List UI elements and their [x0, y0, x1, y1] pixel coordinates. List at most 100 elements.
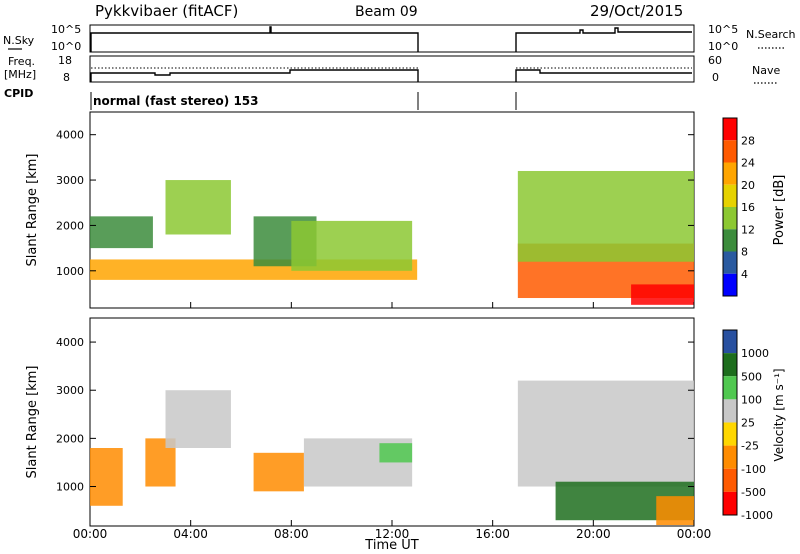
nave-label: Nave	[752, 64, 780, 77]
freq-tick-right-bottom: 0	[712, 71, 719, 84]
power-ylabel: Slant Range [km]	[25, 154, 40, 267]
velocity-colorbar-tick: -1000	[741, 509, 773, 522]
nsky-label: N.Sky	[3, 34, 35, 47]
velocity-regions	[90, 380, 694, 526]
noise-tick-right-top: 10^5	[708, 23, 738, 36]
velocity-colorbar-swatch	[723, 330, 737, 354]
power-region	[631, 284, 694, 305]
freq-panel: Freq. [MHz] 18 8 60 0 Nave CPID normal (…	[4, 54, 780, 110]
velocity-colorbar-label: Velocity [m s⁻¹]	[772, 368, 786, 461]
power-colorbar-tick: 12	[741, 223, 755, 236]
velocity-panel: 1000 2000 3000 4000 Slant Range [km]	[25, 317, 695, 527]
velocity-colorbar-swatch	[723, 376, 737, 400]
power-ytick-label: 1000	[56, 265, 84, 278]
power-regions	[90, 170, 694, 305]
power-yticks: 1000 2000 3000 4000	[56, 129, 694, 278]
freq-tick-left-bottom: 8	[63, 71, 70, 84]
velocity-colorbar-swatch	[723, 468, 737, 492]
cpid-text: normal (fast stereo) 153	[93, 94, 259, 108]
time-tick-label: 08:00	[274, 527, 309, 541]
power-panel: 1000 2000 3000 4000 Slant Range [km]	[25, 111, 695, 309]
power-colorbar: 28 24 20 16 12 8 4 Power [dB]	[722, 117, 787, 297]
freq-line-2	[515, 69, 692, 82]
freq-tick-left-top: 18	[58, 54, 72, 67]
velocity-colorbar-swatch	[723, 445, 737, 469]
velocity-colorbar-tick: -25	[741, 440, 759, 453]
nsearch-label: N.Search	[746, 28, 796, 41]
freq-panel-frame	[89, 55, 695, 83]
cpid-label: CPID	[4, 87, 33, 100]
velocity-region	[379, 443, 413, 463]
nsky-line-2	[515, 27, 692, 52]
power-ytick-label: 3000	[56, 174, 84, 187]
noise-tick-right-bottom: 10^0	[708, 40, 738, 53]
cpid-markers	[90, 92, 517, 110]
velocity-colorbar-tick: 25	[741, 417, 755, 430]
velocity-ylabel: Slant Range [km]	[25, 366, 40, 479]
power-colorbar-swatch	[723, 273, 737, 296]
nsky-line-1	[90, 26, 419, 52]
power-region	[165, 180, 231, 235]
freq-tick-right-top: 60	[708, 54, 722, 67]
velocity-colorbar-swatch	[723, 422, 737, 446]
power-colorbar-tick: 8	[741, 246, 748, 259]
noise-tick-left-bottom: 10^0	[51, 40, 81, 53]
power-region	[291, 220, 413, 271]
power-ytick-label: 2000	[56, 219, 84, 232]
velocity-region	[90, 448, 123, 506]
time-tick-label: 04:00	[173, 527, 208, 541]
freq-label-line1: Freq.	[8, 55, 35, 68]
power-colorbar-swatch	[723, 251, 737, 274]
velocity-ytick-label: 2000	[56, 432, 84, 445]
power-colorbar-swatch	[723, 184, 737, 207]
power-colorbar-tick: 20	[741, 179, 755, 192]
freq-line-1	[90, 69, 419, 82]
velocity-colorbar-tick: -100	[741, 463, 766, 476]
power-colorbar-frame	[722, 117, 738, 297]
velocity-colorbar: 1000 500 100 25 -25 -100 -500 -1000 Velocity [m…	[722, 329, 786, 522]
noise-panel: N.Sky 10^5 10^0 10^5 10^0 N.Search	[3, 23, 796, 53]
velocity-colorbar-tick: 100	[741, 393, 762, 406]
power-colorbar-swatch	[723, 162, 737, 185]
freq-label-line2: [MHz]	[4, 68, 36, 81]
noise-panel-frame	[89, 24, 695, 53]
power-colorbar-tick: 28	[741, 134, 755, 147]
velocity-colorbar-scale: 1000 500 100 25 -25 -100 -500 -1000	[722, 329, 773, 522]
velocity-colorbar-swatch	[723, 491, 737, 515]
time-axis: 00:00 04:00 08:00 12:00 16:00 20:00 00:00	[73, 302, 712, 541]
power-colorbar-tick: 16	[741, 201, 755, 214]
power-colorbar-swatch	[723, 207, 737, 230]
time-tick-label: 16:00	[475, 527, 510, 541]
velocity-colorbar-tick: -500	[741, 486, 766, 499]
velocity-colorbar-swatch	[723, 399, 737, 423]
velocity-ytick-label: 3000	[56, 384, 84, 397]
velocity-colorbar-swatch	[723, 353, 737, 377]
power-region	[517, 170, 694, 262]
date-title: 29/Oct/2015	[590, 2, 683, 20]
velocity-region	[656, 496, 694, 526]
time-axis-label: Time UT	[364, 538, 418, 553]
time-tick-label: 00:00	[73, 527, 108, 541]
noise-tick-left-top: 10^5	[51, 23, 81, 36]
velocity-colorbar-tick: 1000	[741, 347, 769, 360]
time-tick-label: 20:00	[576, 527, 611, 541]
time-tick-label: 00:00	[677, 527, 712, 541]
velocity-region	[253, 452, 304, 492]
power-colorbar-label: Power [dB]	[772, 175, 787, 246]
power-colorbar-swatch	[723, 118, 737, 141]
velocity-colorbar-tick: 500	[741, 370, 762, 383]
velocity-region	[165, 390, 231, 448]
power-colorbar-swatch	[723, 229, 737, 252]
beam-title: Beam 09	[355, 4, 418, 20]
time-tick-label: 12:00	[375, 527, 410, 541]
velocity-ytick-label: 4000	[56, 336, 84, 349]
power-colorbar-tick: 24	[741, 157, 755, 170]
power-colorbar-tick: 4	[741, 268, 748, 281]
velocity-ytick-label: 1000	[56, 481, 84, 494]
station-title: Pykkvibaer (fitACF)	[95, 2, 238, 20]
power-ytick-label: 4000	[56, 129, 84, 142]
velocity-yticks: 1000 2000 3000 4000	[56, 336, 694, 494]
power-region	[90, 216, 153, 249]
velocity-colorbar-frame	[722, 329, 738, 516]
